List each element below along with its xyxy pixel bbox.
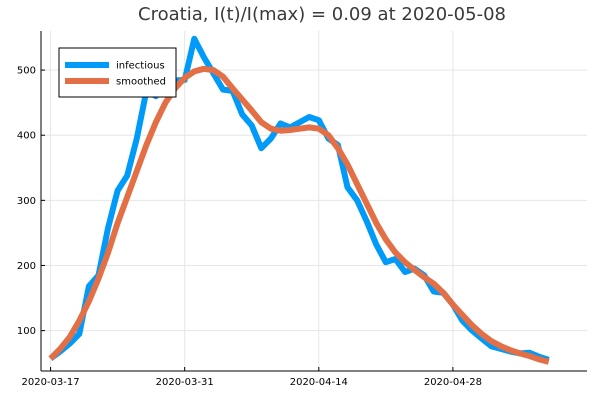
y-tick-label: 400 [17, 131, 36, 142]
legend-box [58, 47, 177, 98]
chart-title: Croatia, I(t)/I(max) = 0.09 at 2020-05-0… [138, 4, 506, 25]
x-tick-label: 2020-04-28 [424, 377, 482, 388]
y-tick-label: 500 [17, 66, 36, 77]
axis-layer: 2020-03-17 2020-03-31 2020-04-14 2020-04-28… [17, 31, 587, 388]
y-tick-label: 300 [17, 196, 36, 207]
y-tick-label: 200 [17, 261, 36, 272]
x-tick-label: 2020-03-17 [22, 377, 80, 388]
legend-label-smoothed: smoothed [116, 77, 166, 88]
series-layer [48, 35, 550, 365]
x-tick-label: 2020-04-14 [290, 377, 348, 388]
x-tick-label: 2020-03-31 [156, 377, 214, 388]
legend: infectious smoothed [58, 47, 177, 98]
series-line-infectious [48, 35, 550, 363]
grid-layer [41, 31, 587, 371]
y-tick-label: 100 [17, 326, 36, 337]
legend-label-infectious: infectious [116, 61, 165, 72]
series-line-smoothed [48, 65, 550, 365]
